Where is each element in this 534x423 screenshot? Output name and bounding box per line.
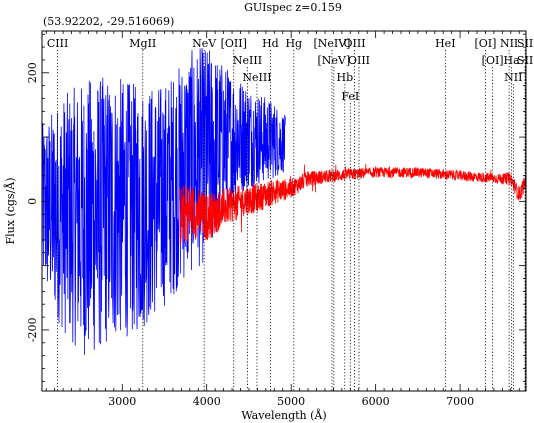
y-axis-ticks: -200 0 200: [26, 33, 526, 382]
line-label: NeIII: [242, 71, 271, 84]
line-label: HeI: [435, 37, 455, 50]
plot-frame: [41, 30, 527, 392]
line-label: [NeV]: [318, 54, 351, 67]
plot-area: [42, 47, 526, 355]
line-label: CIII: [47, 37, 68, 50]
line-label: [OI]: [482, 54, 504, 67]
line-label: OIII: [348, 54, 370, 67]
series-red-spectrum: [179, 164, 526, 246]
y-tick-label: 200: [26, 62, 39, 83]
series-blue-spectrum: [42, 47, 286, 355]
line-label: SII: [517, 37, 533, 50]
chart-title: GUIspec z=0.159: [244, 1, 342, 14]
line-label: NII: [504, 71, 522, 84]
y-axis-label: Flux (cgs/Å): [3, 177, 17, 244]
x-tick-label: 3000: [108, 395, 136, 408]
x-tick-label: 6000: [362, 395, 390, 408]
line-label: Hd: [262, 37, 279, 50]
line-label: NeIII: [233, 54, 262, 67]
y-tick-label: -200: [26, 318, 39, 343]
line-label: Hg: [285, 37, 302, 50]
line-label: [NeIV]: [313, 37, 350, 50]
line-label: Hb: [336, 71, 353, 84]
line-label: OIII: [343, 37, 365, 50]
x-axis-label: Wavelength (Å): [241, 408, 326, 422]
line-label: NeV: [192, 37, 217, 50]
line-label: NII: [500, 37, 518, 50]
y-tick-label: 0: [26, 198, 39, 205]
x-tick-label: 7000: [446, 395, 474, 408]
line-label: SII: [517, 54, 533, 67]
line-label: [OI]: [474, 37, 496, 50]
x-tick-label: 4000: [193, 395, 221, 408]
line-label: MgII: [129, 37, 156, 50]
line-label: Ha: [504, 54, 521, 67]
line-label: FeI: [341, 90, 359, 103]
chart-subtitle: (53.92202, -29.516069): [43, 15, 174, 28]
x-tick-label: 5000: [277, 395, 305, 408]
line-label: [OII]: [221, 37, 247, 50]
